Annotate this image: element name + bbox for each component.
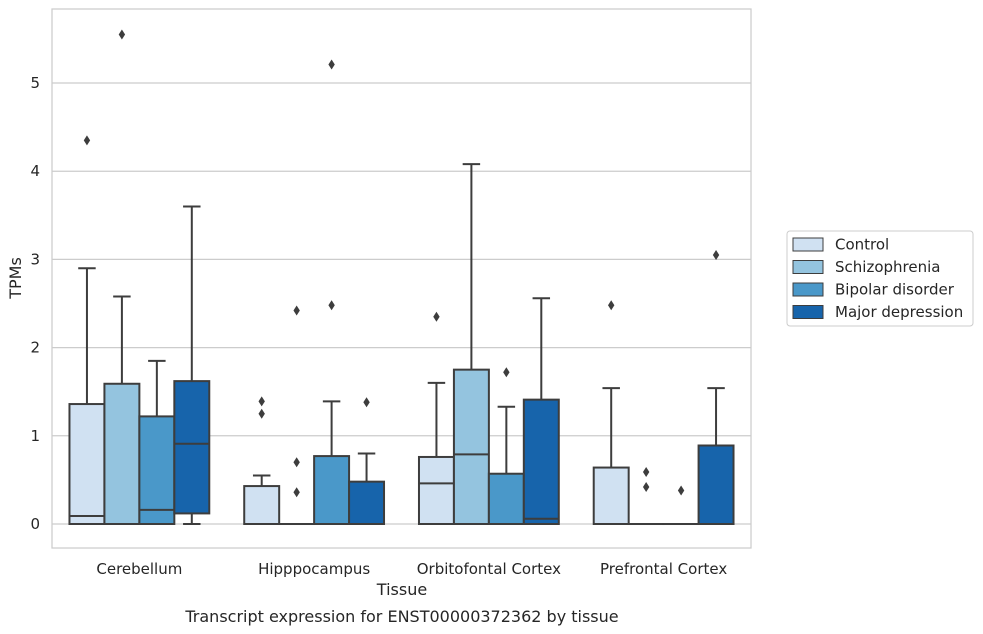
box-schizophrenia: [627, 466, 665, 526]
iqr-box: [68, 403, 106, 526]
box-schizophrenia: [103, 29, 141, 525]
outlier-point: [258, 396, 265, 407]
legend-swatch: [792, 260, 824, 274]
iqr-box: [173, 380, 211, 515]
outlier-point: [433, 311, 440, 322]
iqr-box: [138, 415, 176, 525]
box-major-depression: [697, 249, 735, 526]
iqr-box: [452, 368, 490, 525]
chart-caption: Transcript expression for ENST0000037236…: [184, 607, 618, 626]
y-tick-labels: 0 1 2 3 4 5: [30, 74, 40, 533]
legend-label: Major depression: [835, 303, 963, 321]
y-tick-label: 4: [30, 162, 40, 180]
legend-swatch: [792, 282, 824, 297]
y-tick-label: 2: [30, 339, 40, 357]
box-schizophrenia: [278, 305, 316, 526]
y-tick-label: 0: [30, 515, 40, 533]
y-tick-label: 5: [30, 74, 40, 92]
iqr-box: [417, 455, 455, 525]
outlier-point: [503, 367, 510, 378]
x-tick-labels: Cerebellum Hipppocampus Orbitofontal Corte…: [96, 560, 727, 578]
box-major-depression: [173, 205, 211, 525]
box-major-depression: [348, 397, 386, 525]
outlier-point: [363, 397, 370, 408]
legend-label: Schizophrenia: [835, 258, 940, 276]
legend-label: Control: [835, 236, 889, 254]
legend-frame: [786, 230, 974, 327]
box-series: [68, 29, 735, 526]
x-tick-label: Cerebellum: [96, 560, 182, 578]
iqr-box: [697, 444, 735, 526]
box-bipolar-disorder: [313, 59, 351, 525]
box-bipolar-disorder: [487, 367, 525, 526]
x-tick-label: Prefrontal Cortex: [600, 560, 727, 578]
box-control: [592, 300, 630, 525]
x-tick-label: Orbitofontal Cortex: [417, 560, 561, 578]
box-schizophrenia: [452, 163, 490, 525]
box-control: [68, 135, 106, 526]
x-tick-label: Hipppocampus: [258, 560, 370, 578]
outlier-point: [642, 466, 650, 477]
iqr-box: [313, 455, 351, 525]
legend-swatch: [792, 305, 824, 319]
outlier-point: [608, 300, 615, 311]
y-axis-label: TPMs: [6, 257, 25, 300]
iqr-box: [592, 466, 630, 525]
iqr-box: [103, 382, 141, 525]
outlier-point: [712, 249, 720, 260]
iqr-box: [487, 472, 525, 526]
outlier-point: [677, 485, 685, 496]
outlier-point: [293, 457, 300, 468]
box-control: [243, 396, 281, 526]
y-tick-label: 3: [30, 250, 40, 268]
box-bipolar-disorder: [138, 359, 176, 525]
outlier-point: [328, 300, 335, 311]
box-major-depression: [522, 297, 560, 525]
outlier-point: [118, 29, 126, 40]
outlier-point: [328, 59, 335, 70]
legend-label: Bipolar disorder: [835, 281, 955, 299]
y-tick-label: 1: [30, 427, 40, 445]
outlier-point: [293, 487, 300, 498]
iqr-box: [348, 480, 386, 525]
box-control: [417, 311, 455, 525]
x-axis-label: Tissue: [376, 580, 427, 599]
outlier-point: [642, 481, 650, 492]
outlier-point: [293, 305, 300, 316]
outlier-point: [83, 135, 91, 146]
iqr-box: [243, 485, 281, 526]
legend-swatch: [792, 237, 824, 252]
iqr-box: [522, 398, 560, 525]
outlier-point: [258, 408, 265, 419]
legend: Control Schizophrenia Bipolar disorder Majo…: [786, 230, 974, 327]
box-bipolar-disorder: [662, 485, 700, 526]
plot-area-frame: [51, 8, 752, 549]
